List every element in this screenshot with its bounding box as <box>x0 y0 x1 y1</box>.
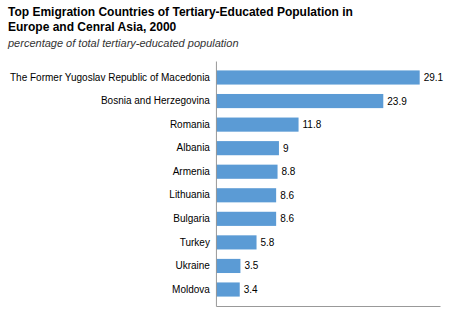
bar <box>216 70 420 84</box>
bar <box>216 282 240 296</box>
data-label: 8.6 <box>280 213 294 224</box>
y-tick: Ukraine <box>175 260 210 271</box>
bars <box>216 70 420 296</box>
data-label: 9 <box>283 143 289 154</box>
y-tick-label: Albania <box>177 142 211 153</box>
data-label: 29.1 <box>424 72 444 83</box>
title: Top Emigration Countries of Tertiary-Edu… <box>8 5 353 19</box>
x-axis <box>216 306 440 307</box>
y-tick: Bosnia and Herzegovina <box>101 95 210 106</box>
y-tick-label: Bulgaria <box>173 213 210 224</box>
y-tick: Turkey <box>180 237 210 248</box>
y-tick-label: The Former Yugoslav Republic of Macedoni… <box>10 72 210 83</box>
y-axis: Moldova Ukraine Turkey Bulgaria Lithuania Arm… <box>10 62 216 307</box>
data-label: 8.8 <box>282 166 296 177</box>
data-label: 23.9 <box>387 96 407 107</box>
y-tick: The Former Yugoslav Republic of Macedoni… <box>10 72 210 83</box>
y-tick-label: Lithuania <box>169 189 210 200</box>
data-label: 3.4 <box>244 284 258 295</box>
bar <box>216 259 241 273</box>
y-tick-label: Romania <box>170 119 210 130</box>
y-axis-line <box>216 62 217 307</box>
bar <box>216 118 299 132</box>
y-tick: Albania <box>177 142 211 153</box>
bar <box>216 141 279 155</box>
y-tick: Moldova <box>172 284 210 295</box>
data-label: 3.5 <box>244 260 258 271</box>
bar <box>216 165 278 179</box>
title: Europe and Cenral Asia, 2000 <box>8 20 177 34</box>
y-tick: Bulgaria <box>173 213 210 224</box>
y-tick: Armenia <box>173 166 211 177</box>
x-axis-line <box>216 306 440 307</box>
y-tick-label: Moldova <box>172 284 210 295</box>
y-tick-label: Bosnia and Herzegovina <box>101 95 210 106</box>
y-tick-label: Ukraine <box>175 260 210 271</box>
y-tick-label: Armenia <box>173 166 211 177</box>
chart: Top Emigration Countries of Tertiary-Edu… <box>0 0 474 318</box>
data-label: 5.8 <box>261 237 275 248</box>
bar <box>216 235 257 249</box>
y-tick-label: Turkey <box>180 237 210 248</box>
data-label: 8.6 <box>280 190 294 201</box>
data-labels: 3.4 3.5 5.8 8.6 8.6 8.8 9 11.8 23.9 29.1 <box>244 72 444 295</box>
bar <box>216 212 276 226</box>
bar <box>216 94 383 108</box>
data-label: 11.8 <box>303 119 322 130</box>
y-tick: Lithuania <box>169 189 210 200</box>
bar <box>216 188 276 202</box>
y-tick: Romania <box>170 119 210 130</box>
subtitle: percentage of total tertiary-educated po… <box>7 37 239 49</box>
